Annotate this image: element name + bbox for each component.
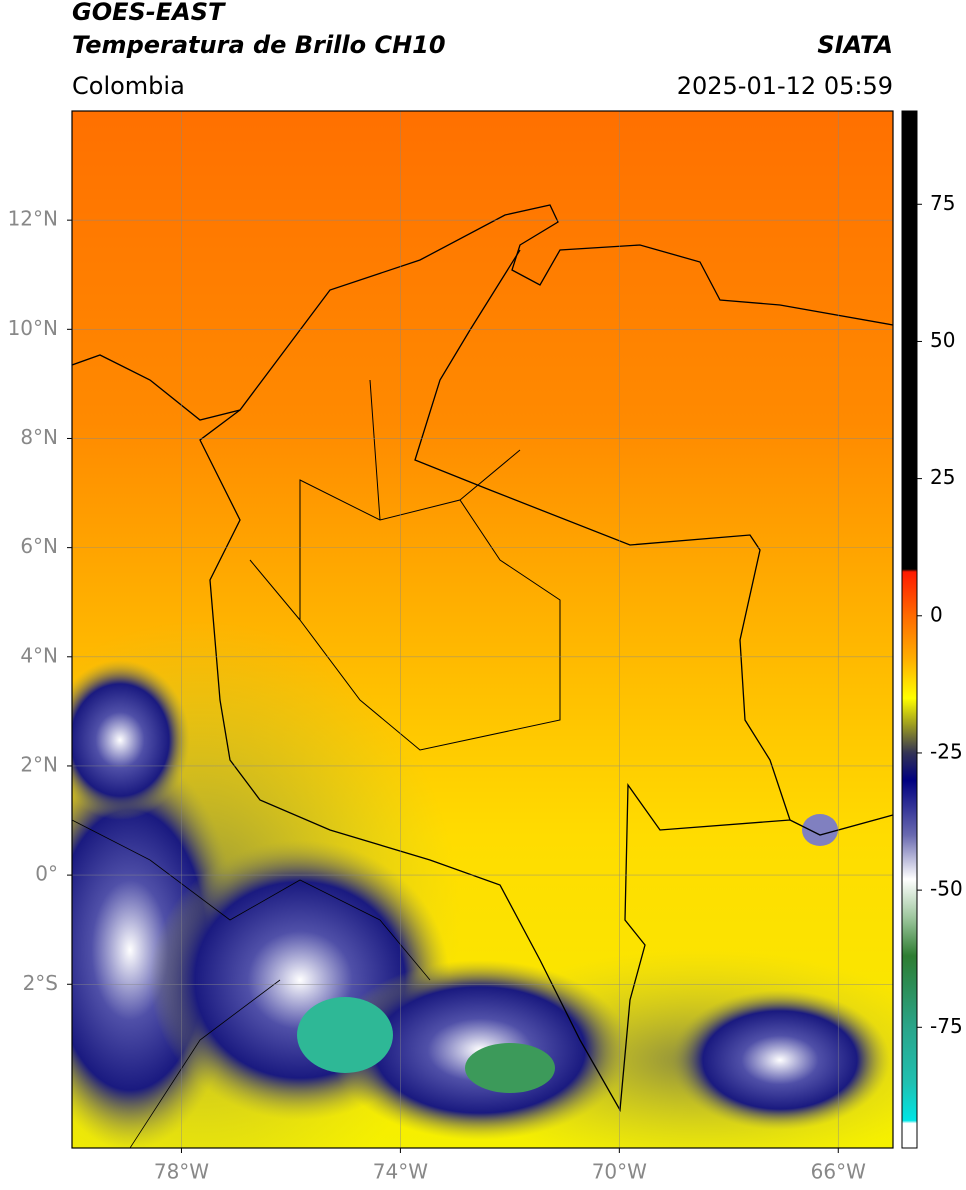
border (72, 819, 431, 1148)
colorbar-tick-label: -25 (930, 739, 963, 763)
colorbar-tick-label: -75 (930, 1014, 963, 1038)
y-tick-label: 6°N (20, 534, 58, 558)
x-tick-label: 74°W (373, 1160, 428, 1184)
colorbar-tick-label: 0 (930, 602, 943, 626)
internal-border (249, 379, 561, 751)
y-tick-label: 10°N (8, 316, 58, 340)
x-tick-label: 78°W (154, 1160, 209, 1184)
x-tick-label: 66°W (811, 1160, 866, 1184)
x-tick-label: 70°W (592, 1160, 647, 1184)
subtitle: Temperatura de Brillo CH10 (72, 31, 446, 59)
coastline (72, 204, 893, 421)
y-tick-label: 4°N (20, 643, 58, 667)
grid (72, 111, 893, 1148)
colorbar-tick-label: 75 (930, 191, 955, 215)
map-image (72, 111, 893, 1148)
colorbar-tick-label: 50 (930, 328, 955, 352)
y-tick-label: 12°N (8, 207, 58, 231)
map-frame (71, 110, 894, 1149)
cloud (72, 660, 190, 820)
y-tick-label: 2°S (23, 971, 58, 995)
y-tick-label: 2°N (20, 752, 58, 776)
cloud (670, 990, 890, 1130)
y-tick-label: 0° (35, 862, 58, 886)
colorbar-tick-label: 25 (930, 465, 955, 489)
colorbar: 75 50 25 0 -25 -50 -75 (901, 110, 963, 1149)
border (199, 249, 893, 1113)
source: SIATA (817, 31, 893, 59)
y-tick-label: 8°N (20, 425, 58, 449)
cloud (802, 814, 838, 846)
title: GOES-EAST (72, 0, 226, 26)
axes: 78°W 74°W 70°W 66°W 12°N 10°N 8°N 6°N 4°N 2°N 0° 2°… (8, 207, 867, 1184)
colorbar-fill (901, 110, 918, 1149)
timestamp: 2025-01-12 05:59 (677, 72, 893, 100)
region: Colombia (72, 72, 185, 100)
colorbar-tick-label: -50 (930, 877, 963, 901)
cold-top (297, 997, 393, 1073)
cold-top (465, 1043, 555, 1093)
